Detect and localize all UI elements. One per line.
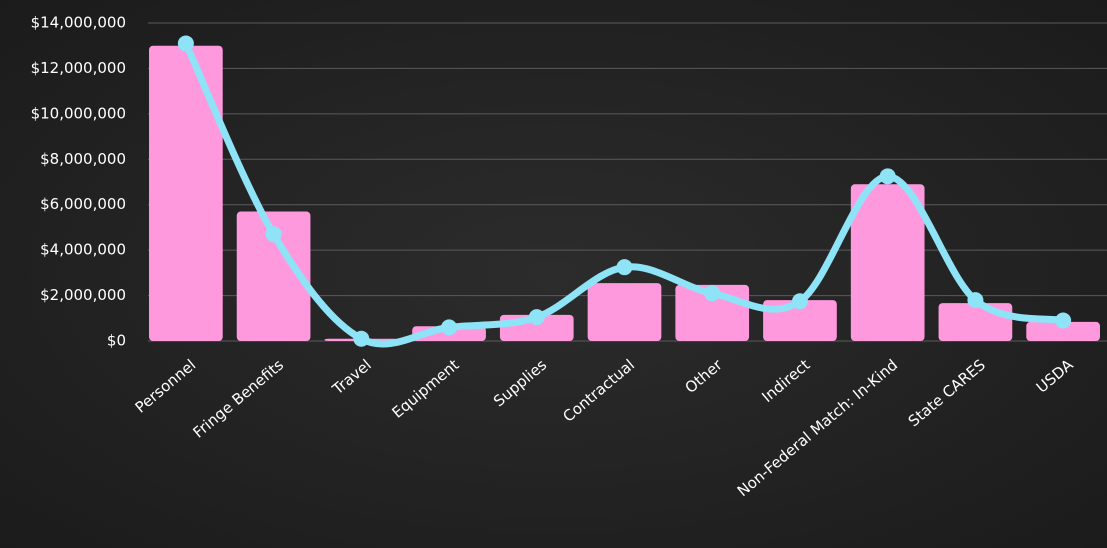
x-tick-label: Fringe Benefits xyxy=(189,356,287,442)
bar xyxy=(236,211,311,341)
bar xyxy=(1026,321,1100,341)
x-tick-label: Indirect xyxy=(758,356,813,406)
line-marker xyxy=(177,35,194,52)
bar xyxy=(587,283,662,341)
line-marker xyxy=(528,309,545,326)
bar xyxy=(938,303,1013,341)
y-tick-label: $14,000,000 xyxy=(31,14,126,32)
line-marker xyxy=(791,293,808,310)
x-tick-label: Travel xyxy=(328,356,374,399)
x-tick-label: Supplies xyxy=(490,356,550,411)
bar xyxy=(850,184,925,341)
x-tick-label: USDA xyxy=(1033,355,1077,396)
y-tick-label: $12,000,000 xyxy=(31,59,126,77)
x-tick-label: Personnel xyxy=(132,356,200,417)
y-tick-label: $2,000,000 xyxy=(40,286,126,304)
bar xyxy=(149,45,223,341)
line-marker xyxy=(879,168,896,185)
x-tick-label: Equipment xyxy=(389,356,463,422)
y-tick-label: $6,000,000 xyxy=(40,195,126,213)
x-tick-label: State CARES xyxy=(905,356,989,431)
y-tick-label: $8,000,000 xyxy=(40,150,126,168)
line-marker xyxy=(1055,312,1072,329)
line-marker xyxy=(967,292,984,309)
line-marker xyxy=(353,330,370,347)
x-tick-label: Non-Federal Match: In-Kind xyxy=(734,356,901,501)
y-tick-label: $0 xyxy=(107,332,126,350)
x-tick-label: Contractual xyxy=(559,356,638,426)
line-marker xyxy=(616,259,633,276)
x-tick-label: Other xyxy=(681,355,726,397)
line-marker xyxy=(704,285,721,302)
line-marker xyxy=(441,319,458,336)
y-tick-label: $4,000,000 xyxy=(40,241,126,259)
line-marker xyxy=(265,226,282,243)
y-tick-label: $10,000,000 xyxy=(31,104,126,122)
